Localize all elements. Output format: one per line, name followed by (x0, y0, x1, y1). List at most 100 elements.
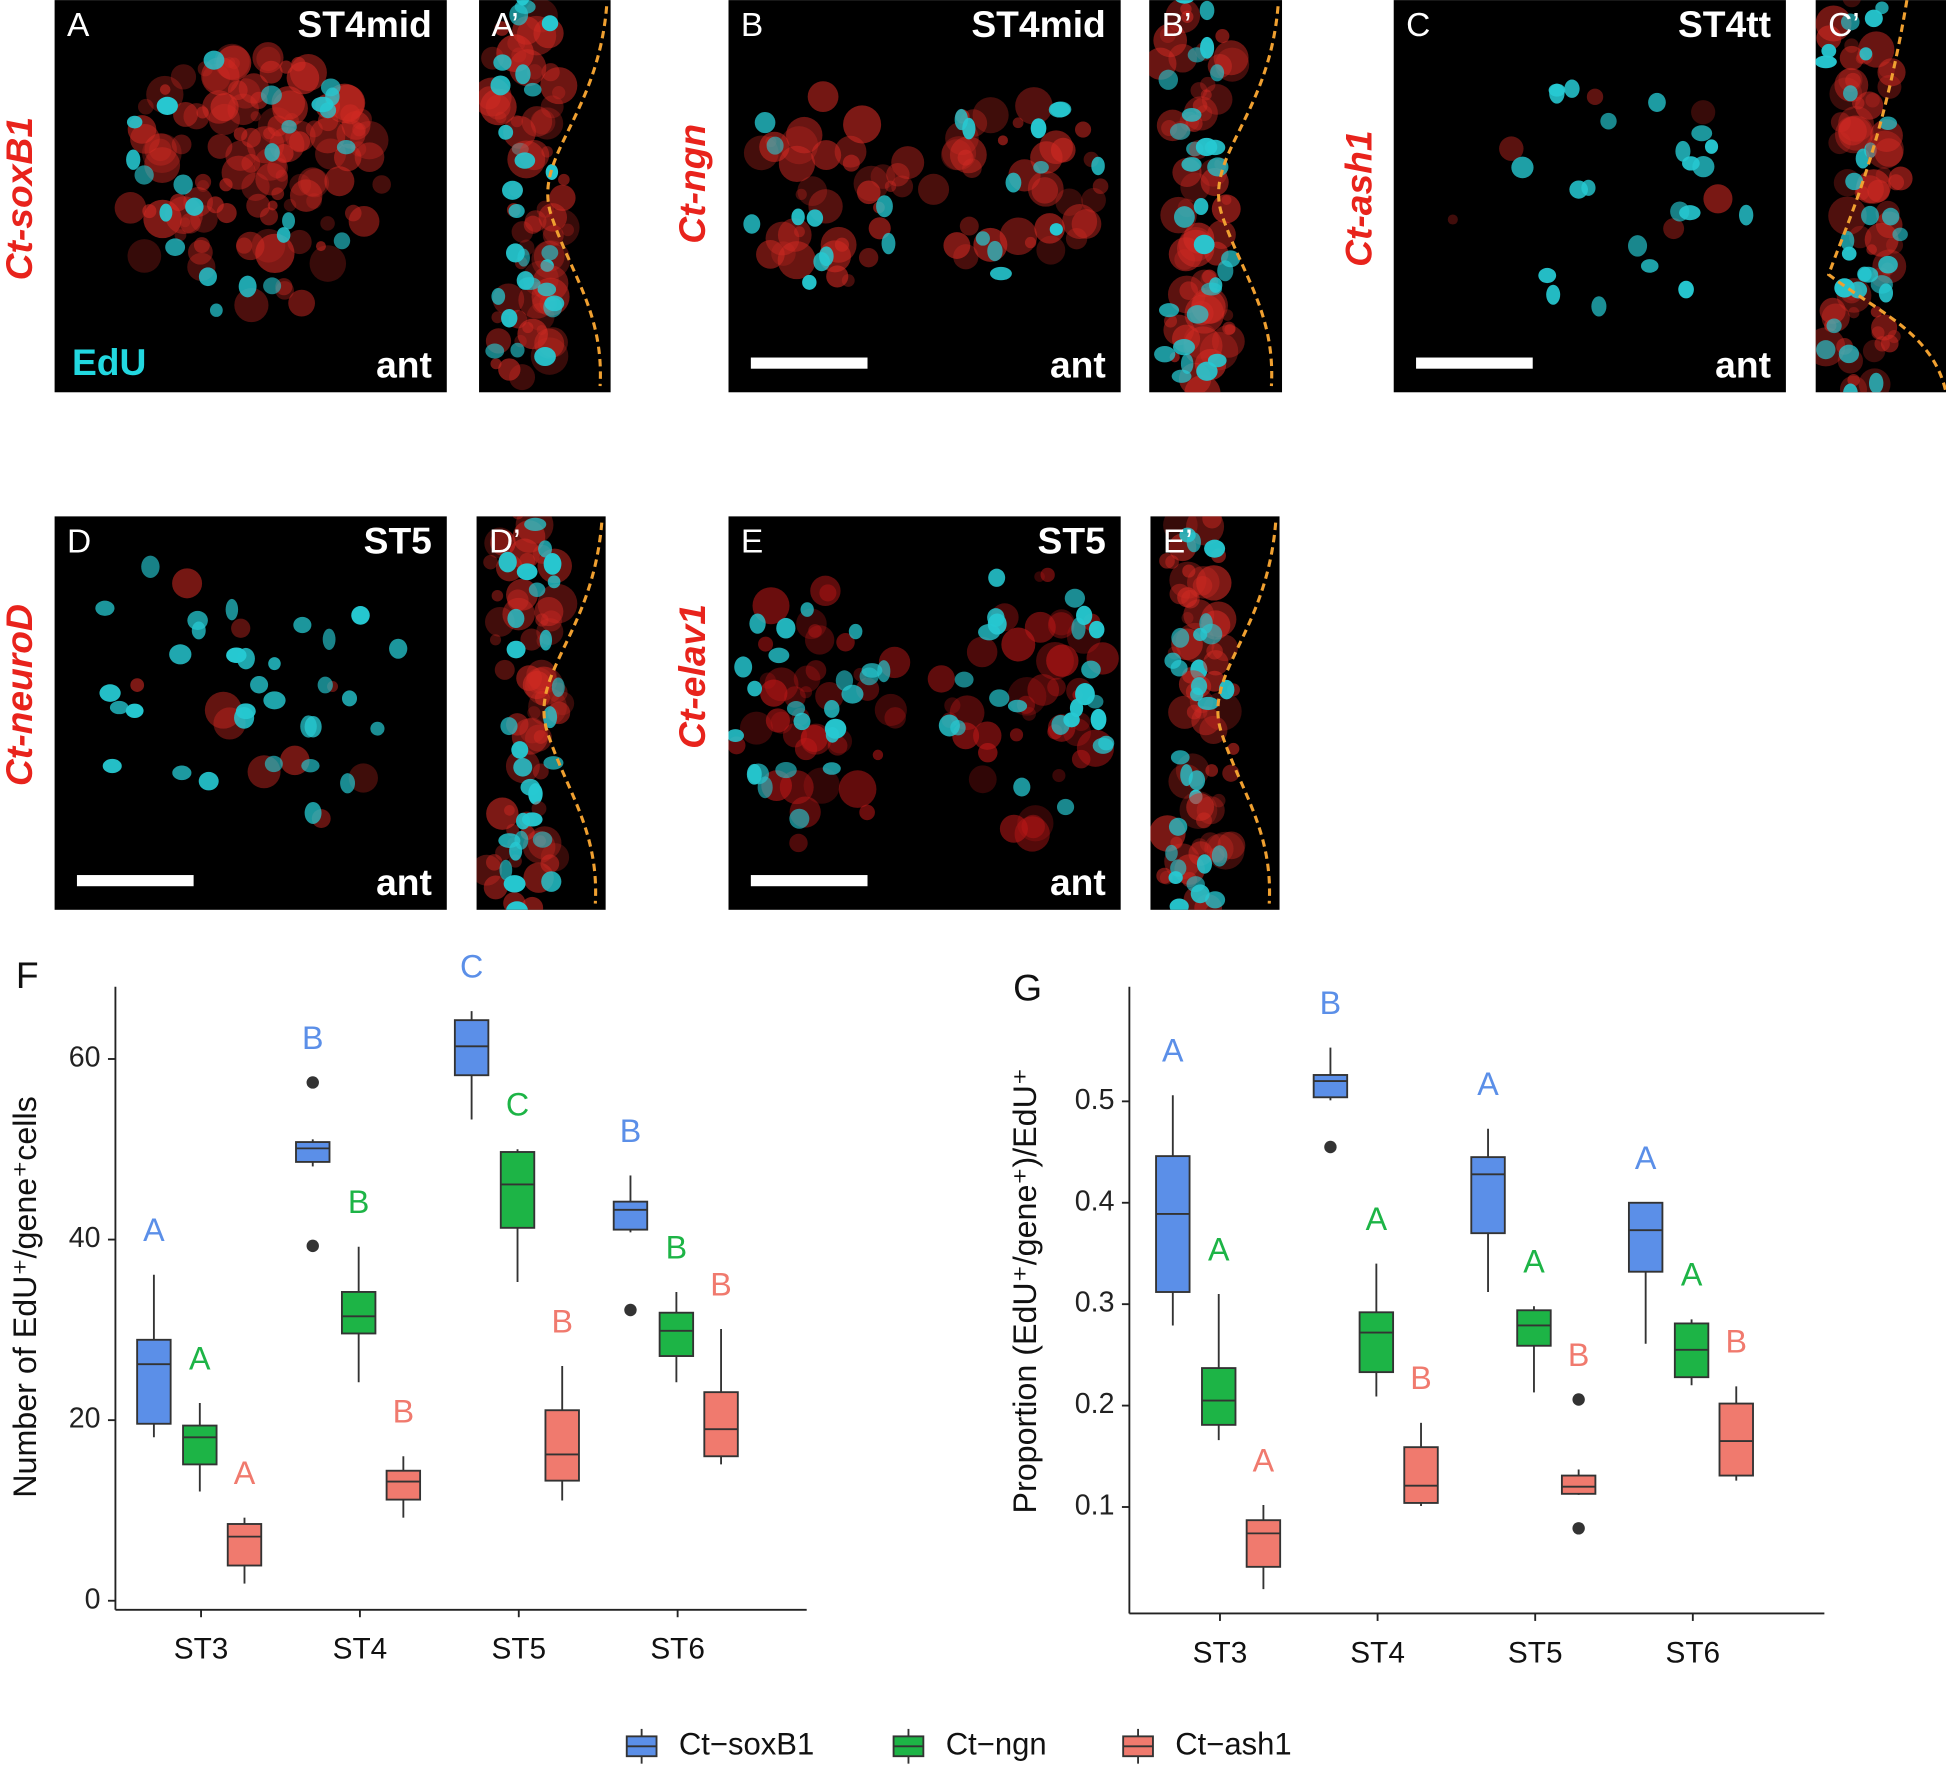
nucleus (1056, 798, 1075, 816)
signal (966, 636, 998, 668)
nucleus (282, 212, 296, 230)
nucleus (125, 703, 144, 719)
signal (1186, 566, 1220, 599)
nucleus (1013, 777, 1031, 797)
nucleus (1193, 198, 1209, 215)
signal (255, 233, 295, 274)
signal (1165, 0, 1201, 34)
signal (524, 724, 552, 752)
signal (512, 516, 524, 520)
signal (765, 221, 800, 256)
nucleus (389, 638, 408, 659)
nucleus (523, 82, 542, 97)
signal (271, 187, 285, 201)
signal (214, 43, 250, 80)
nucleus (516, 271, 535, 290)
y-tick-label: 0.4 (1075, 1185, 1115, 1217)
nucleus (793, 712, 811, 731)
scale-bar (750, 357, 868, 369)
nucleus (528, 582, 546, 597)
signal (354, 142, 385, 172)
signal (534, 597, 564, 627)
signal (1848, 307, 1860, 319)
signal (208, 103, 240, 136)
nucleus (835, 670, 854, 691)
signal (1834, 68, 1869, 102)
signal (315, 241, 326, 252)
box (1718, 1402, 1754, 1477)
nucleus (1064, 588, 1086, 608)
nucleus (1538, 267, 1557, 284)
legend-label: Ct−soxB1 (679, 1726, 814, 1761)
box (499, 1151, 536, 1229)
signal (503, 115, 536, 149)
nucleus (1546, 284, 1561, 305)
nucleus (1678, 280, 1694, 299)
y-tick-label: 0.3 (1075, 1287, 1115, 1319)
signal (144, 133, 177, 166)
signal (1207, 220, 1236, 249)
signal (1212, 793, 1226, 808)
signal (531, 801, 547, 817)
signal (1847, 373, 1860, 387)
nucleus (1154, 346, 1176, 363)
signal (225, 140, 256, 171)
nucleus (322, 628, 336, 650)
significance-letter: B (1568, 1337, 1590, 1373)
signal (927, 665, 955, 693)
y-tick-label: 0.5 (1075, 1084, 1115, 1116)
nucleus (1098, 735, 1115, 751)
signal (1880, 334, 1899, 353)
boundary (1216, 522, 1278, 904)
nucleus (1181, 107, 1202, 122)
nucleus (728, 729, 744, 742)
signal (517, 318, 548, 350)
signal (1838, 115, 1874, 151)
nucleus (134, 165, 154, 185)
signal (1081, 187, 1106, 213)
y-axis-title: Proportion (EdU⁺/gene⁺)/EdU⁺ (1007, 1068, 1043, 1513)
nucleus (1005, 172, 1022, 193)
signal (968, 765, 997, 794)
nucleus (938, 714, 960, 737)
significance-letter: B (393, 1394, 415, 1430)
signal (797, 176, 828, 206)
nucleus (881, 232, 896, 255)
signal (1074, 121, 1092, 138)
signal (172, 568, 203, 599)
nucleus (861, 663, 883, 678)
nucleus (775, 761, 797, 779)
signal (1168, 695, 1202, 729)
nucleus (311, 96, 334, 113)
signal (808, 624, 822, 638)
signal (972, 97, 1009, 134)
nucleus (743, 214, 761, 234)
signal (953, 244, 979, 270)
nucleus (304, 801, 322, 825)
signal (210, 93, 239, 122)
nucleus (987, 608, 1005, 627)
nucleus (1205, 891, 1226, 909)
nucleus (1076, 605, 1093, 626)
signal (1877, 58, 1906, 87)
nucleus (1511, 156, 1534, 179)
signal (1200, 89, 1212, 101)
nucleus (547, 575, 561, 589)
signal (549, 184, 576, 212)
signal (483, 875, 508, 900)
panel-letter: E (741, 524, 763, 561)
signal (491, 589, 504, 602)
nucleus (320, 78, 341, 97)
nucleus (264, 755, 283, 773)
nucleus (281, 120, 297, 134)
nucleus (806, 209, 824, 227)
stage-label: ST5 (1038, 520, 1106, 562)
signal (534, 690, 550, 706)
signal (886, 162, 910, 187)
nucleus (1564, 79, 1580, 98)
box (703, 1391, 739, 1458)
signal (255, 162, 288, 196)
signal (306, 193, 322, 209)
signal (1181, 10, 1194, 23)
